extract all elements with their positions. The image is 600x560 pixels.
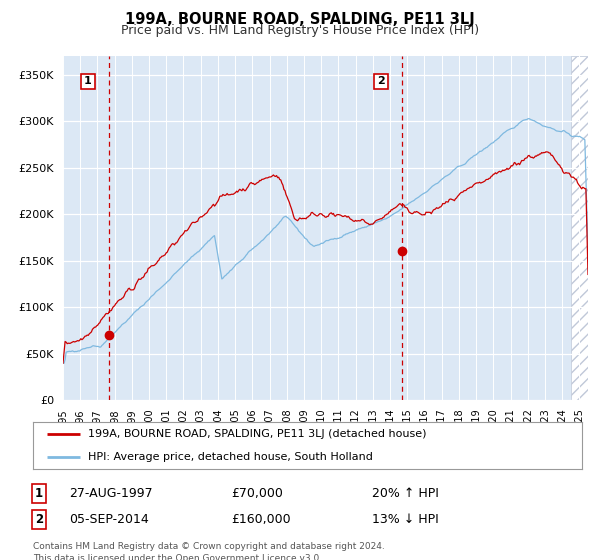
Text: 2: 2	[35, 513, 43, 526]
Text: 199A, BOURNE ROAD, SPALDING, PE11 3LJ (detached house): 199A, BOURNE ROAD, SPALDING, PE11 3LJ (d…	[88, 428, 427, 438]
Text: £160,000: £160,000	[231, 513, 290, 526]
Text: 1: 1	[35, 487, 43, 501]
Text: 13% ↓ HPI: 13% ↓ HPI	[372, 513, 439, 526]
Text: £70,000: £70,000	[231, 487, 283, 501]
Text: HPI: Average price, detached house, South Holland: HPI: Average price, detached house, Sout…	[88, 452, 373, 463]
Text: 1: 1	[84, 77, 92, 86]
Text: 199A, BOURNE ROAD, SPALDING, PE11 3LJ: 199A, BOURNE ROAD, SPALDING, PE11 3LJ	[125, 12, 475, 27]
Text: Contains HM Land Registry data © Crown copyright and database right 2024.
This d: Contains HM Land Registry data © Crown c…	[33, 542, 385, 560]
Text: 20% ↑ HPI: 20% ↑ HPI	[372, 487, 439, 501]
Text: 27-AUG-1997: 27-AUG-1997	[69, 487, 152, 501]
Text: 2: 2	[377, 77, 385, 86]
Text: 05-SEP-2014: 05-SEP-2014	[69, 513, 149, 526]
Text: Price paid vs. HM Land Registry's House Price Index (HPI): Price paid vs. HM Land Registry's House …	[121, 24, 479, 36]
